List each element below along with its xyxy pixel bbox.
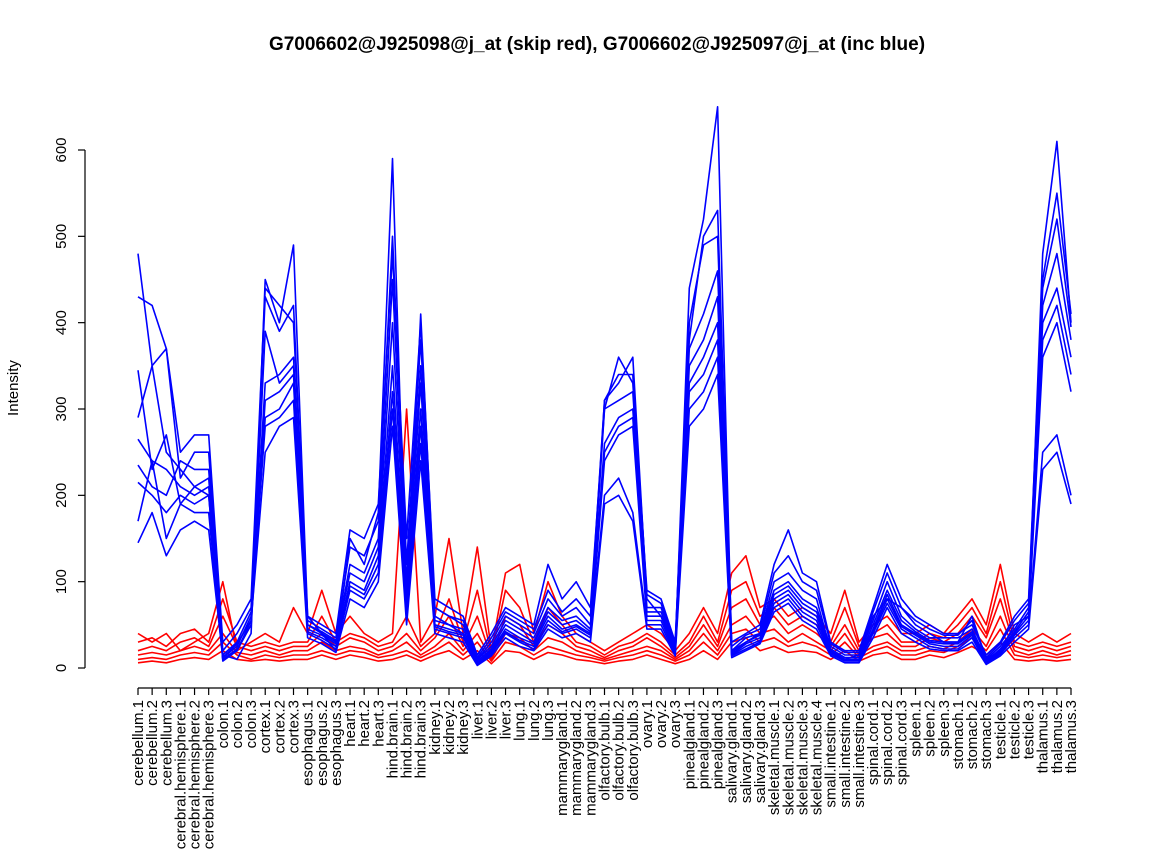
x-axis: cerebellum.1cerebellum.2cerebellum.3cere… (130, 687, 1080, 849)
x-tick-label: thalamus.1 (1035, 700, 1052, 773)
x-tick-label: pinealgland.2 (695, 700, 712, 789)
x-tick-label: stomach.3 (978, 700, 995, 769)
x-tick-label: stomach.1 (950, 700, 967, 769)
x-tick-label: testicle.1 (992, 700, 1009, 759)
x-tick-label: colon.3 (243, 700, 260, 748)
x-tick-label: esophagus.1 (300, 700, 317, 786)
y-tick-label: 100 (53, 569, 70, 594)
x-tick-label: small.intestine.2 (837, 700, 854, 808)
x-tick-label: salivary.gland.3 (752, 700, 769, 803)
y-tick-label: 600 (53, 137, 70, 162)
x-tick-label: colon.1 (215, 700, 232, 748)
y-tick-label: 300 (53, 396, 70, 421)
x-tick-label: heart.1 (342, 700, 359, 747)
y-tick-label: 200 (53, 483, 70, 508)
x-tick-label: heart.3 (370, 700, 387, 747)
x-tick-label: hind.brain.2 (399, 700, 416, 778)
x-tick-label: lung.1 (512, 700, 529, 741)
x-tick-label: small.intestine.3 (851, 700, 868, 808)
x-tick-label: pinealgland.1 (681, 700, 698, 789)
x-tick-label: esophagus.2 (314, 700, 331, 786)
x-tick-label: spleen.1 (908, 700, 925, 757)
x-tick-label: spinal.cord.1 (865, 700, 882, 785)
x-tick-label: spleen.2 (922, 700, 939, 757)
x-tick-label: skeletal.muscle.2 (780, 700, 797, 815)
x-tick-label: hind.brain.1 (384, 700, 401, 778)
y-tick-label: 400 (53, 310, 70, 335)
x-tick-label: mammarygland.2 (568, 700, 585, 816)
x-tick-label: thalamus.2 (1049, 700, 1066, 773)
y-tick-label: 500 (53, 224, 70, 249)
inc-series-line (137, 218, 1072, 659)
x-tick-label: small.intestine.1 (823, 700, 840, 808)
x-tick-label: mammarygland.3 (582, 700, 599, 816)
skip-series-line (137, 636, 1072, 665)
x-tick-label: salivary.gland.1 (724, 700, 741, 803)
x-tick-label: hind.brain.3 (413, 700, 430, 778)
chart-title: G7006602@J925098@j_at (skip red), G70066… (269, 34, 925, 55)
plot-lines (137, 106, 1072, 667)
x-tick-label: cortex.2 (271, 700, 288, 753)
inc-series-line (137, 356, 1072, 666)
x-tick-label: kidney.2 (441, 700, 458, 755)
x-tick-label: spinal.cord.2 (879, 700, 896, 785)
x-tick-label: liver.1 (469, 700, 486, 739)
x-tick-label: heart.2 (356, 700, 373, 747)
x-tick-label: colon.2 (229, 700, 246, 748)
y-tick-label: 0 (53, 664, 70, 672)
inc-series-line (137, 321, 1072, 665)
x-tick-label: cortex.1 (257, 700, 274, 753)
inc-series-line (137, 287, 1072, 662)
skip-series-line (137, 615, 1072, 661)
skip-series-line (137, 628, 1072, 662)
x-tick-label: salivary.gland.2 (738, 700, 755, 803)
x-tick-label: liver.3 (498, 700, 515, 739)
x-tick-label: lung.2 (526, 700, 543, 741)
y-axis: 0 100 200 300 400 500 600 (53, 137, 86, 672)
inc-series-line (137, 192, 1072, 656)
x-tick-label: thalamus.3 (1063, 700, 1080, 773)
skip-series-line (137, 598, 1072, 659)
x-tick-label: ovary.3 (667, 700, 684, 748)
inc-series-line (137, 373, 1072, 667)
x-tick-label: skeletal.muscle.3 (794, 700, 811, 815)
x-tick-label: testicle.2 (1006, 700, 1023, 759)
x-tick-label: kidney.1 (427, 700, 444, 755)
x-tick-label: ovary.2 (653, 700, 670, 748)
x-tick-label: cerebellum.2 (144, 700, 161, 786)
x-tick-label: spleen.3 (936, 700, 953, 757)
x-tick-label: cortex.3 (286, 700, 303, 753)
x-tick-label: cerebral.hemisphere.2 (187, 700, 204, 849)
y-axis-title: Intensity (5, 360, 22, 416)
x-tick-label: skeletal.muscle.4 (809, 700, 826, 815)
x-tick-label: ovary.1 (639, 700, 656, 748)
x-tick-label: cerebellum.1 (130, 700, 147, 786)
x-tick-label: pinealgland.3 (710, 700, 727, 789)
x-tick-label: mammarygland.1 (554, 700, 571, 816)
inc-series-line (137, 106, 1072, 661)
x-tick-label: lung.3 (540, 700, 557, 741)
x-tick-label: spinal.cord.3 (893, 700, 910, 785)
x-tick-label: esophagus.3 (328, 700, 345, 786)
inc-series-line (137, 304, 1072, 664)
x-tick-label: stomach.2 (964, 700, 981, 769)
x-tick-label: skeletal.muscle.1 (766, 700, 783, 815)
x-tick-label: liver.2 (483, 700, 500, 739)
x-tick-label: cerebral.hemisphere.1 (172, 700, 189, 849)
x-tick-label: olfactory.bulb.2 (611, 700, 628, 801)
x-tick-label: olfactory.bulb.3 (625, 700, 642, 801)
x-tick-label: kidney.3 (455, 700, 472, 755)
x-tick-label: olfactory.bulb.1 (597, 700, 614, 801)
x-tick-label: testicle.3 (1021, 700, 1038, 759)
x-tick-label: cerebellum.3 (158, 700, 175, 786)
x-tick-label: cerebral.hemisphere.3 (201, 700, 218, 849)
